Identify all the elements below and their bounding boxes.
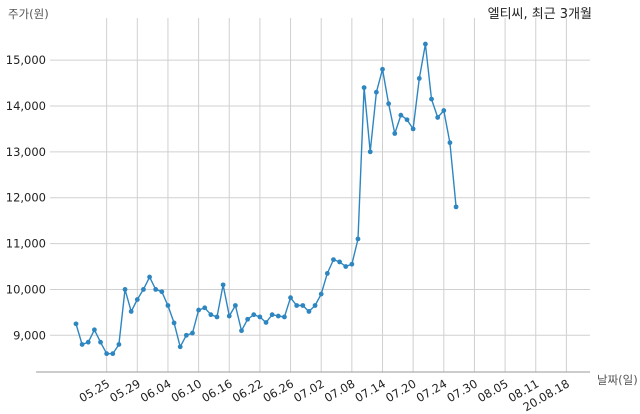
x-tick-label: 08.05: [475, 376, 511, 405]
x-tick-label: 05.29: [107, 376, 143, 405]
y-tick-label: 14,000: [6, 99, 46, 113]
data-point: [294, 303, 300, 308]
data-point: [355, 236, 361, 242]
data-point: [398, 112, 404, 118]
data-point: [306, 309, 312, 314]
data-point: [386, 101, 392, 107]
y-tick-label: 11,000: [6, 237, 46, 251]
data-point: [337, 259, 342, 265]
data-point: [196, 307, 202, 313]
data-point: [441, 108, 447, 113]
x-tick-labels: 05.2505.2906.0406.1006.1606.2206.2607.02…: [77, 376, 572, 414]
data-point: [171, 320, 177, 326]
data-point: [331, 257, 336, 263]
data-point: [282, 314, 287, 320]
data-point: [208, 312, 214, 318]
data-point: [214, 314, 220, 320]
data-point: [153, 287, 159, 292]
data-point: [190, 330, 195, 336]
data-point: [251, 312, 257, 318]
x-tick-label: 07.02: [291, 376, 327, 405]
y-tick-label: 13,000: [6, 145, 46, 159]
data-point: [239, 328, 244, 334]
data-point: [202, 305, 208, 311]
data-point: [73, 321, 79, 327]
data-point: [183, 332, 189, 338]
data-point: [324, 270, 330, 276]
data-point: [269, 312, 275, 318]
data-point: [429, 96, 434, 102]
data-point: [288, 295, 293, 301]
data-point: [404, 117, 410, 123]
price-series-points: [73, 41, 459, 357]
data-point: [257, 314, 263, 320]
data-point: [165, 303, 171, 308]
data-point: [392, 131, 398, 136]
data-point: [263, 320, 269, 325]
y-tick-labels: 9,000 10,000 11,000 12,000 13,000 14,000 15,00…: [6, 53, 46, 342]
y-tick-label: 12,000: [6, 191, 46, 205]
data-point: [435, 115, 441, 120]
data-point: [300, 303, 306, 308]
data-point: [275, 313, 281, 319]
data-point: [98, 339, 103, 345]
data-point: [122, 287, 128, 292]
data-point: [349, 261, 355, 267]
x-tick-label: 07.08: [322, 376, 358, 405]
data-point: [220, 282, 226, 288]
data-point: [128, 309, 134, 314]
grid: [50, 18, 590, 372]
data-point: [423, 41, 428, 47]
data-point: [367, 149, 373, 155]
data-point: [141, 287, 146, 292]
data-point: [380, 66, 385, 72]
x-tick-label: 06.10: [169, 376, 205, 405]
data-point: [177, 344, 183, 350]
y-tick-label: 15,000: [6, 53, 46, 67]
data-point: [361, 85, 367, 91]
data-point: [343, 264, 349, 269]
x-tick-label: 07.14: [352, 376, 388, 405]
data-point: [453, 204, 459, 210]
data-point: [226, 313, 232, 319]
data-point: [232, 303, 238, 308]
data-point: [104, 351, 110, 357]
data-point: [373, 89, 379, 95]
data-point: [110, 351, 116, 357]
data-point: [447, 140, 453, 146]
data-point: [79, 342, 85, 347]
x-tick-label: 06.26: [261, 376, 297, 405]
x-tick-label: 07.30: [444, 376, 480, 405]
data-point: [159, 289, 165, 295]
x-tick-label: 06.04: [138, 376, 174, 405]
y-tick-label: 9,000: [13, 328, 46, 342]
data-point: [318, 291, 324, 297]
data-point: [134, 297, 140, 302]
data-point: [416, 76, 422, 81]
data-point: [312, 303, 318, 308]
x-axis-title: 날짜(일): [597, 373, 638, 387]
x-tick-label: 06.16: [199, 376, 235, 405]
data-point: [85, 339, 91, 345]
data-point: [147, 274, 152, 280]
chart-title: 엘티씨, 최근 3개월: [488, 7, 592, 22]
data-point: [116, 342, 122, 347]
data-point: [245, 316, 251, 322]
data-point: [410, 126, 416, 132]
y-axis-title: 주가(원): [8, 7, 49, 21]
price-series-line: [75, 43, 457, 355]
x-tick-label: 06.22: [230, 376, 266, 405]
x-tick-label: 05.25: [77, 376, 113, 405]
x-tick-label: 07.20: [383, 376, 419, 405]
x-tick-label: 07.24: [414, 376, 450, 405]
data-point: [91, 327, 97, 333]
y-tick-label: 10,000: [6, 282, 46, 296]
